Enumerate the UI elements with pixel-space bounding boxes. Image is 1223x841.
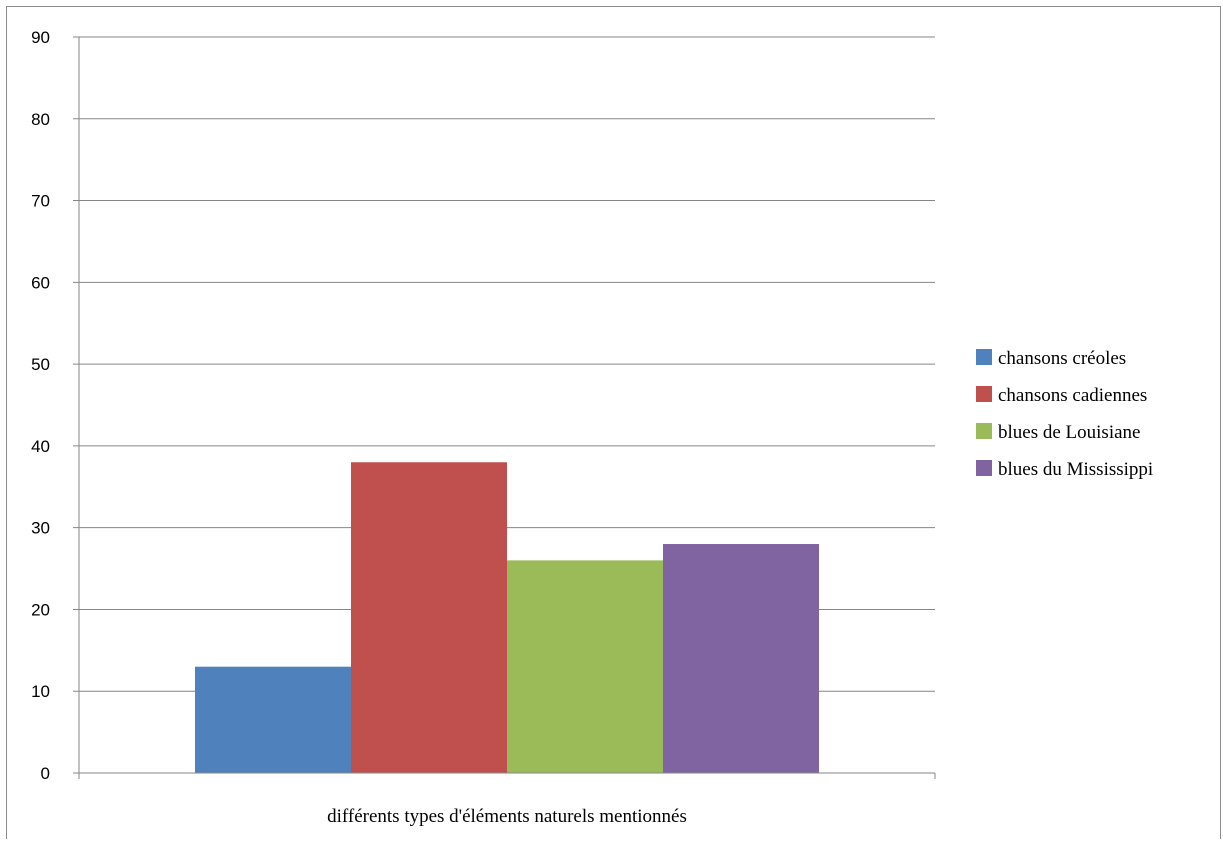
bar-1: [195, 666, 351, 773]
bar-4: [663, 544, 819, 773]
legend: chansons créoles chansons cadiennes blues …: [976, 348, 1153, 480]
bars: [195, 462, 819, 773]
y-tick-label: 80: [31, 110, 50, 129]
y-tick-label: 60: [31, 273, 50, 292]
y-tick-label: 30: [31, 519, 50, 538]
y-tick-label: 20: [31, 600, 50, 619]
y-tick-label: 90: [31, 28, 50, 47]
legend-label: blues du Mississippi: [998, 459, 1153, 480]
legend-swatch: [976, 349, 992, 365]
chart-frame: [6, 6, 1221, 839]
y-tick-label: 40: [31, 437, 50, 456]
legend-label: chansons cadiennes: [998, 385, 1147, 406]
y-tick-label: 70: [31, 192, 50, 211]
bar-3: [507, 560, 663, 773]
legend-label: blues de Louisiane: [998, 422, 1140, 443]
axes: [73, 37, 936, 779]
legend-label: chansons créoles: [998, 348, 1126, 369]
legend-swatch: [976, 386, 992, 402]
legend-swatch: [976, 460, 992, 476]
y-tick-labels: 0 10 20 30 40 50 60 70 80 90: [31, 28, 50, 783]
y-tick-label: 50: [31, 355, 50, 374]
y-tick-label: 0: [41, 764, 50, 783]
y-tick-label: 10: [31, 682, 50, 701]
x-category-label: différents types d'éléments naturels men…: [327, 806, 687, 827]
legend-swatch: [976, 423, 992, 439]
bar-2: [351, 462, 507, 773]
